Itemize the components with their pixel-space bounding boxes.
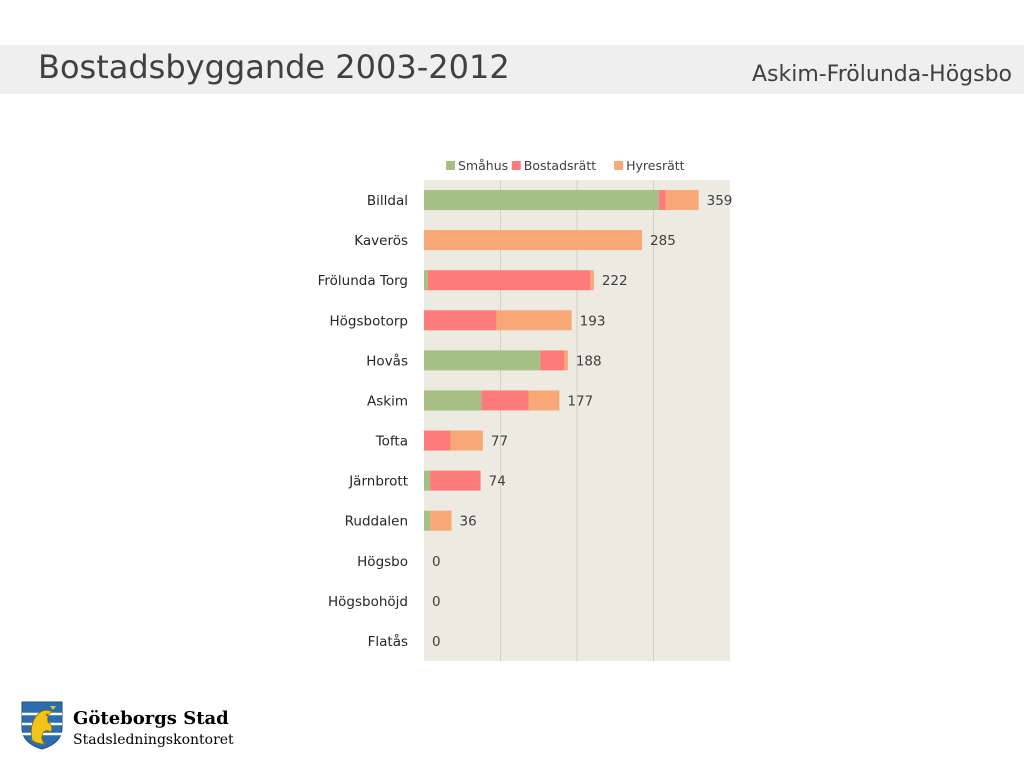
total-label: 285 [650,233,676,249]
stacked-bar-chart: Småhus Bostadsrätt Hyresrätt Billdal 359 Kave… [318,158,733,661]
category-label: Askim [367,393,408,409]
bar-segment [496,310,572,331]
total-label: 222 [602,273,628,289]
org-logo-block: Göteborgs Stad Stadsledningskontoret [20,700,260,752]
bar-segment [424,430,451,451]
page-subtitle: Askim-Frölunda-Högsbo [751,62,1012,87]
category-label: Ruddalen [345,514,408,530]
bar-segment [424,510,431,531]
total-label: 77 [491,434,508,450]
legend-label: Bostadsrätt [524,158,596,173]
category-label: Frölunda Torg [318,273,408,289]
bar-segment [430,470,481,491]
category-label: Högsbo [357,554,408,570]
total-label: 177 [567,393,593,409]
org-name: Göteborgs Stad [73,708,229,729]
bar-segment [481,390,529,411]
bar-segment [424,350,541,371]
bar-segment [450,430,483,451]
legend-swatch [511,161,521,170]
category-label: Högsbohöjd [328,594,408,610]
total-label: 188 [576,353,602,369]
bar-segment [427,270,591,291]
bar-segment [563,350,568,371]
total-label: 0 [432,594,441,610]
bar-segment [528,390,560,411]
bar-segment [424,470,431,491]
legend-label: Hyresrätt [626,158,685,173]
bar-segment [430,510,452,531]
total-label: 193 [580,313,606,329]
category-label: Flatås [368,633,408,650]
total-label: 0 [432,634,441,650]
category-label: Högsbotorp [329,313,408,329]
bar-segment [424,270,428,291]
bar-segment [658,190,666,211]
gothenburg-crest-icon [21,701,63,750]
category-label: Hovås [366,352,408,369]
total-label: 359 [707,193,733,209]
org-department: Stadsledningskontoret [73,732,234,748]
legend-swatch [446,161,455,170]
bar-segment [424,190,659,211]
category-label: Järnbrott [348,474,408,490]
total-label: 74 [489,474,506,490]
legend-swatch [614,161,624,170]
category-label: Billdal [367,193,408,209]
category-label: Kaverös [354,233,408,249]
bar-segment [665,190,699,211]
bar-segment [424,230,643,251]
page-title: Bostadsbyggande 2003-2012 [38,48,510,86]
bar-segment [590,270,594,291]
total-label: 0 [432,554,441,570]
legend-label: Småhus [458,158,508,173]
category-label: Tofta [375,434,408,450]
bar-segment [540,350,564,371]
total-label: 36 [460,514,477,530]
title-band [0,45,1024,94]
bar-segment [424,390,482,411]
bar-segment [424,310,497,331]
